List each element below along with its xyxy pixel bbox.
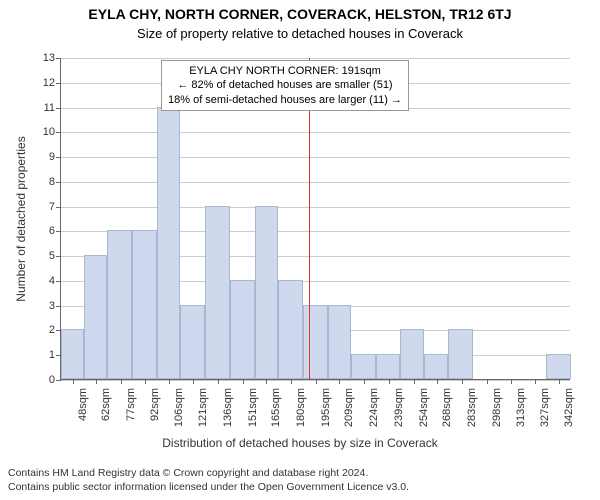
y-tick-label: 11 [44,102,61,114]
gridline [61,207,570,208]
y-tick-label: 6 [49,225,61,237]
annotation-line: ← 82% of detached houses are smaller (51… [168,78,402,92]
footer-line-2: Contains public sector information licen… [8,481,409,494]
x-tick-label: 298sqm [491,388,503,427]
x-tick-label: 209sqm [343,388,355,427]
histogram-bar [107,230,132,379]
annotation-box: EYLA CHY NORTH CORNER: 191sqm← 82% of de… [161,60,409,111]
y-tick-label: 4 [49,275,61,287]
y-tick-label: 2 [49,324,61,336]
x-tick-label: 180sqm [295,388,307,427]
x-tick-label: 254sqm [418,388,430,427]
x-tick-label: 195sqm [320,388,332,427]
histogram-bar [448,329,473,379]
histogram-bar [328,305,351,379]
x-axis-label: Distribution of detached houses by size … [0,436,600,450]
histogram-bar [400,329,423,379]
x-tick-label: 106sqm [173,388,185,427]
gridline [61,132,570,133]
x-tick-label: 327sqm [539,388,551,427]
y-tick-label: 12 [43,77,61,89]
histogram-bar [61,329,84,379]
x-tick-label: 121sqm [197,388,209,427]
gridline [61,182,570,183]
gridline [61,58,570,59]
x-tick-label: 239sqm [393,388,405,427]
x-tick-label: 342sqm [563,388,575,427]
histogram-bar [278,280,303,379]
x-tick-label: 224sqm [368,388,380,427]
y-tick-label: 0 [49,374,61,386]
x-tick-label: 165sqm [270,388,282,427]
x-tick-label: 62sqm [100,388,112,421]
gridline [61,157,570,158]
x-tick-label: 48sqm [77,388,89,421]
histogram-bar [180,305,205,379]
histogram-bar [157,107,180,379]
x-tick-label: 283sqm [466,388,478,427]
x-tick-label: 77sqm [125,388,137,421]
y-tick-label: 3 [49,300,61,312]
y-tick-label: 13 [43,52,61,64]
y-tick-label: 1 [49,349,61,361]
annotation-line: 18% of semi-detached houses are larger (… [168,93,402,107]
page-title: EYLA CHY, NORTH CORNER, COVERACK, HELSTO… [0,6,600,22]
annotation-line: EYLA CHY NORTH CORNER: 191sqm [168,64,402,78]
y-tick-label: 5 [49,250,61,262]
histogram-bar [376,354,401,379]
chart-plot-area: 01234567891011121348sqm62sqm77sqm92sqm10… [60,58,570,380]
histogram-bar [546,354,571,379]
y-tick-label: 7 [49,201,61,213]
x-tick-label: 268sqm [441,388,453,427]
histogram-bar [84,255,107,379]
footer-line-1: Contains HM Land Registry data © Crown c… [8,467,368,480]
y-tick-label: 9 [49,151,61,163]
x-tick-label: 92sqm [149,388,161,421]
histogram-bar [230,280,255,379]
histogram-bar [255,206,278,379]
histogram-bar [303,305,328,379]
histogram-bar [205,206,230,379]
y-tick-label: 10 [43,126,61,138]
page-subtitle: Size of property relative to detached ho… [0,26,600,41]
y-tick-label: 8 [49,176,61,188]
x-tick-label: 151sqm [247,388,259,427]
histogram-bar [351,354,376,379]
histogram-bar [424,354,449,379]
x-tick-label: 136sqm [222,388,234,427]
y-axis-label: Number of detached properties [14,134,28,304]
histogram-bar [132,230,157,379]
x-tick-label: 313sqm [515,388,527,427]
